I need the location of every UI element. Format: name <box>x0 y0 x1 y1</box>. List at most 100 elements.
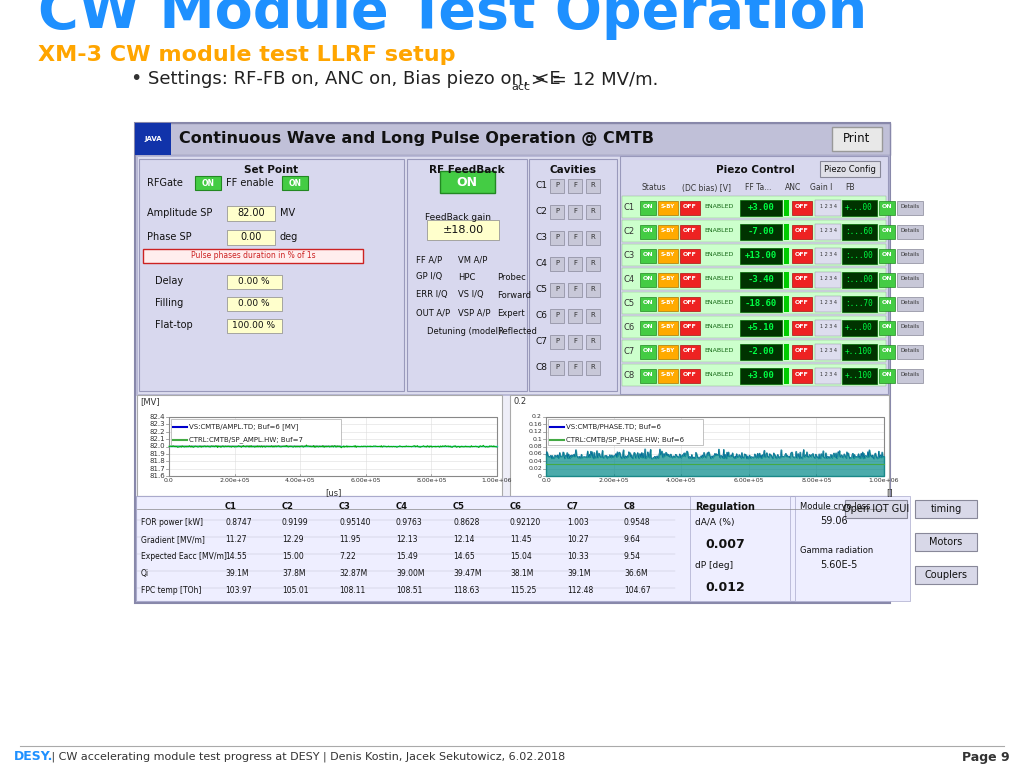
Bar <box>680 297 700 311</box>
Bar <box>622 268 886 290</box>
Text: C2: C2 <box>282 502 294 511</box>
Text: GP I/Q: GP I/Q <box>416 273 442 282</box>
Bar <box>842 320 877 336</box>
Bar <box>915 500 977 518</box>
Bar <box>568 257 582 271</box>
Text: OFF: OFF <box>795 276 809 282</box>
Bar <box>568 309 582 323</box>
Bar <box>842 248 877 264</box>
Text: 0.12: 0.12 <box>528 429 542 434</box>
Text: ±18.00: ±18.00 <box>442 225 483 235</box>
Text: :...00: :...00 <box>845 274 872 283</box>
Text: deg: deg <box>280 232 298 242</box>
Bar <box>135 123 171 155</box>
Text: P: P <box>555 312 559 318</box>
Bar <box>640 297 656 311</box>
Text: OFF: OFF <box>683 253 697 257</box>
Text: | CW accelerating module test progress at DESY | Denis Kostin, Jacek Sekutowicz,: | CW accelerating module test progress a… <box>48 752 565 763</box>
Text: VM A/P: VM A/P <box>458 256 487 264</box>
Text: P: P <box>555 260 559 266</box>
Bar <box>815 224 841 240</box>
Text: 0.08: 0.08 <box>528 444 542 449</box>
Text: Continuous Wave and Long Pulse Operation @ CMTB: Continuous Wave and Long Pulse Operation… <box>179 131 654 147</box>
Text: F: F <box>573 286 577 292</box>
Text: 32.87M: 32.87M <box>339 569 368 578</box>
Text: 100.00 %: 100.00 % <box>232 320 275 329</box>
Text: Cavities: Cavities <box>550 165 597 175</box>
Text: 38.1M: 38.1M <box>510 569 534 578</box>
Text: 1 2 3 4: 1 2 3 4 <box>819 229 837 233</box>
Text: R: R <box>591 234 595 240</box>
Text: 0.92120: 0.92120 <box>510 518 542 527</box>
Text: Details: Details <box>900 349 920 353</box>
Bar <box>879 225 895 239</box>
Text: > = 12 MV/m.: > = 12 MV/m. <box>531 70 658 88</box>
Text: Reflected: Reflected <box>497 326 537 336</box>
Bar <box>897 201 923 215</box>
Text: 82.0: 82.0 <box>150 443 165 449</box>
Text: FOR power [kW]: FOR power [kW] <box>141 518 203 527</box>
Text: 2.00e+05: 2.00e+05 <box>219 478 250 483</box>
Bar <box>784 248 790 264</box>
Bar <box>622 196 886 218</box>
Bar <box>586 283 600 297</box>
Text: 81.6: 81.6 <box>150 473 165 479</box>
Text: +..100: +..100 <box>845 370 872 379</box>
Text: F: F <box>573 364 577 370</box>
Text: 0.00 %: 0.00 % <box>239 299 269 307</box>
Bar <box>658 345 678 359</box>
Bar <box>195 176 221 190</box>
Text: ON: ON <box>643 229 653 233</box>
Text: S-BY: S-BY <box>660 253 675 257</box>
Bar <box>137 156 622 394</box>
Text: Expert: Expert <box>497 309 524 317</box>
Bar <box>227 230 275 245</box>
Text: 82.3: 82.3 <box>150 422 165 427</box>
Text: 12.13: 12.13 <box>396 535 418 544</box>
Text: FF enable: FF enable <box>226 178 273 188</box>
Text: 39.1M: 39.1M <box>225 569 249 578</box>
Bar <box>680 345 700 359</box>
Text: •: • <box>130 69 141 88</box>
Text: C7: C7 <box>535 336 547 346</box>
Bar <box>820 161 880 177</box>
Bar <box>510 395 889 496</box>
Bar <box>740 296 782 312</box>
Bar <box>815 200 841 216</box>
Text: C1: C1 <box>225 502 237 511</box>
Text: 1.00e+06: 1.00e+06 <box>868 478 899 483</box>
Text: 103.97: 103.97 <box>225 586 252 595</box>
Bar <box>740 200 782 216</box>
Text: F: F <box>573 234 577 240</box>
Text: -18.60: -18.60 <box>744 299 777 307</box>
Text: CTRL:CMTB/SP_PHASE.HW; Buf=6: CTRL:CMTB/SP_PHASE.HW; Buf=6 <box>566 437 684 443</box>
Text: C3: C3 <box>535 233 547 241</box>
Text: C6: C6 <box>624 323 635 332</box>
Text: 0.012: 0.012 <box>705 581 744 594</box>
Text: :...00: :...00 <box>845 250 872 260</box>
Text: 82.4: 82.4 <box>150 414 165 420</box>
Bar <box>568 361 582 375</box>
Text: C1: C1 <box>624 203 635 211</box>
Bar <box>620 156 888 394</box>
Bar <box>915 566 977 584</box>
Text: CTRL:CMTB/SP_AMPL.HW; Buf=7: CTRL:CMTB/SP_AMPL.HW; Buf=7 <box>189 437 303 443</box>
Bar <box>640 321 656 335</box>
Text: +...00: +...00 <box>845 203 872 211</box>
Bar <box>842 368 877 384</box>
Text: 1 2 3 4: 1 2 3 4 <box>819 204 837 210</box>
Bar <box>640 273 656 287</box>
Text: R: R <box>591 182 595 188</box>
Text: Piezo Control: Piezo Control <box>716 165 795 175</box>
Bar <box>815 344 841 360</box>
Bar <box>792 273 812 287</box>
Bar <box>792 249 812 263</box>
Text: C7: C7 <box>567 502 579 511</box>
Bar <box>879 345 895 359</box>
Bar <box>550 283 564 297</box>
Bar <box>171 419 341 445</box>
Text: OFF: OFF <box>683 300 697 306</box>
Text: 82.1: 82.1 <box>150 436 165 442</box>
Text: OFF: OFF <box>683 276 697 282</box>
Bar <box>740 272 782 288</box>
